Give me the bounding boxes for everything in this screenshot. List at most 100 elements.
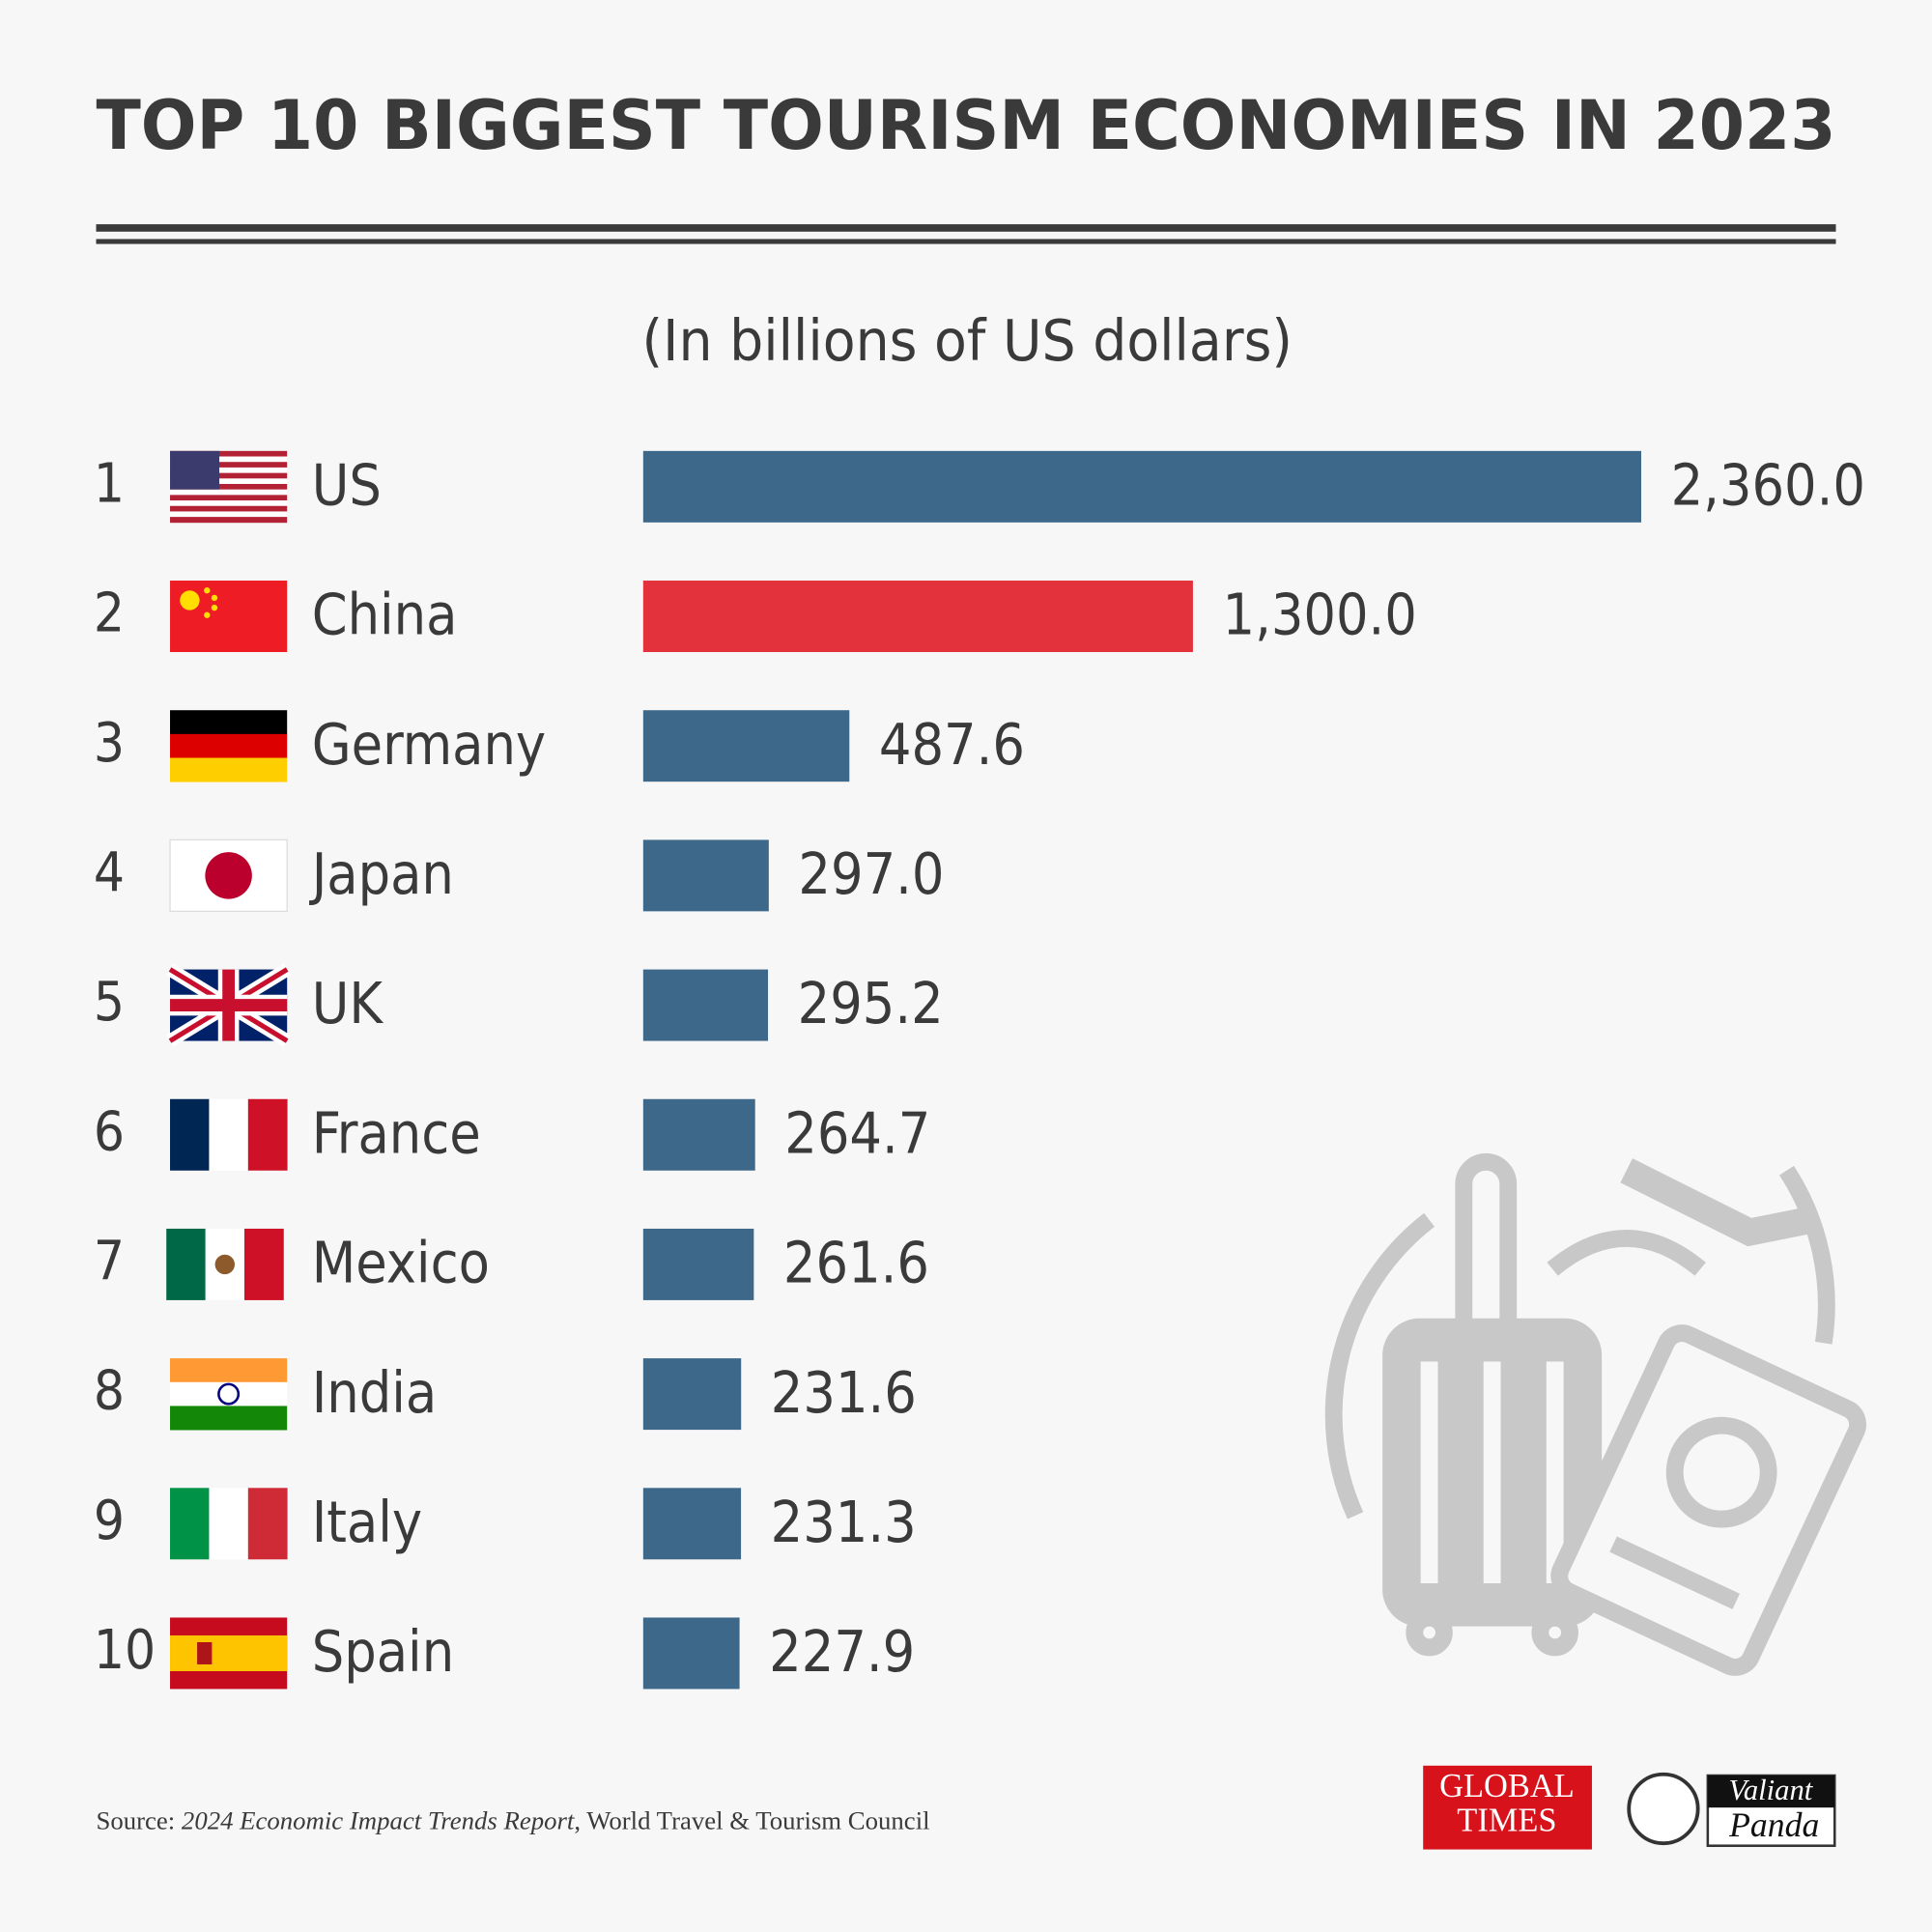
flag-part	[170, 1098, 210, 1171]
flag-part	[204, 587, 211, 594]
flag-part	[214, 1254, 235, 1275]
flag-part	[205, 852, 252, 899]
flag-part	[170, 450, 220, 490]
value-label: 231.3	[771, 1490, 917, 1555]
flag-part	[217, 1382, 241, 1406]
flag-part	[170, 462, 288, 469]
rank-label: 5	[94, 971, 125, 1034]
flag	[170, 710, 288, 782]
flag	[170, 1617, 288, 1690]
category-label: France	[312, 1100, 481, 1166]
flag-part	[170, 710, 288, 735]
flag-part	[170, 1358, 288, 1383]
flag-part	[170, 483, 288, 491]
source-report: 2024 Economic Impact Trends Report	[182, 1806, 575, 1835]
flag-part	[243, 1228, 284, 1300]
flag-part	[170, 495, 288, 501]
logo-text: Panda	[1728, 1805, 1819, 1844]
logo-box	[1707, 1776, 1835, 1808]
flag-part	[247, 1098, 288, 1171]
flag-part	[211, 594, 218, 602]
value-label: 487.6	[879, 712, 1025, 778]
flag-part	[197, 1642, 213, 1664]
flag-part	[170, 505, 288, 512]
category-label: Japan	[309, 841, 454, 907]
flag	[166, 963, 291, 1047]
flag-part	[170, 757, 288, 782]
flag-part	[170, 500, 288, 507]
rank-label: 3	[94, 712, 125, 775]
category-label: US	[312, 452, 382, 518]
bar	[642, 969, 769, 1041]
bar	[642, 1488, 742, 1560]
flag-part	[170, 511, 288, 518]
bar	[642, 581, 1193, 652]
rank-label: 6	[94, 1100, 125, 1163]
flag-part	[170, 450, 288, 457]
value-label: 2,360.0	[1671, 452, 1865, 518]
source-rest: , World Travel & Tourism Council	[574, 1806, 929, 1835]
value-label: 261.6	[783, 1231, 929, 1296]
bar	[642, 1617, 740, 1690]
source-prefix: Source:	[96, 1806, 181, 1835]
flag-part	[209, 1098, 249, 1171]
flag-part	[170, 733, 288, 758]
flag-part	[170, 517, 288, 524]
rank-label: 8	[94, 1360, 125, 1423]
value-label: 297.0	[798, 841, 944, 907]
subtitle: (In billions of US dollars)	[642, 308, 1293, 374]
rank-label: 10	[94, 1619, 156, 1682]
rank-label: 4	[94, 841, 125, 904]
flag-part	[209, 1488, 249, 1560]
logo-box	[1423, 1765, 1592, 1850]
bar	[642, 1228, 754, 1300]
value-label: 1,300.0	[1223, 582, 1417, 648]
chart-title: TOP 10 BIGGEST TOURISM ECONOMIES IN 2023	[96, 86, 1835, 165]
flag-part	[170, 472, 288, 479]
flag-part	[170, 467, 288, 473]
flag	[170, 1488, 288, 1560]
bar	[642, 710, 850, 782]
category-label: Spain	[312, 1619, 454, 1685]
flag-part	[170, 478, 288, 485]
flag-part	[170, 489, 288, 496]
logo-text: Valiant	[1729, 1774, 1814, 1806]
category-label: Mexico	[312, 1231, 490, 1296]
flag-part	[166, 1228, 206, 1300]
rule	[96, 239, 1836, 244]
flag-part	[247, 1488, 288, 1560]
flag	[166, 1228, 284, 1300]
flag	[170, 1358, 288, 1431]
flag	[170, 581, 288, 652]
flag	[170, 1098, 288, 1171]
flag-part	[170, 456, 288, 463]
bar	[642, 1098, 755, 1171]
flag-part	[180, 590, 200, 611]
category-label: UK	[312, 971, 384, 1037]
value-label: 227.9	[769, 1619, 915, 1685]
logo-text: GLOBAL	[1439, 1768, 1575, 1804]
logo-text: TIMES	[1457, 1803, 1556, 1839]
category-label: Italy	[312, 1490, 422, 1555]
flag-part	[170, 969, 288, 1041]
panda-icon	[1627, 1772, 1700, 1846]
category-label: China	[312, 582, 458, 648]
value-label: 264.7	[784, 1100, 930, 1166]
bar	[642, 450, 1641, 523]
rank-label: 2	[94, 582, 125, 645]
travel-icon	[1324, 1152, 1866, 1676]
category-label: Germany	[312, 712, 546, 778]
bar	[642, 1358, 742, 1431]
flag-part	[170, 1488, 210, 1560]
source: Source: 2024 Economic Impact Trends Repo…	[96, 1806, 929, 1835]
flag-part	[211, 604, 218, 611]
bar	[642, 839, 769, 912]
rank-label: 7	[94, 1231, 125, 1293]
flag	[169, 838, 288, 913]
rule	[96, 224, 1836, 232]
rank-label: 9	[94, 1490, 125, 1552]
flag-part	[170, 1634, 288, 1671]
